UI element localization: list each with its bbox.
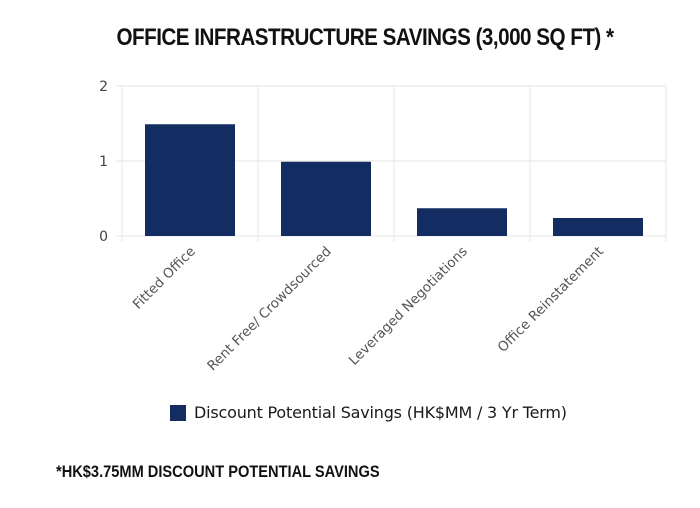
y-tick-label: 1 <box>99 154 108 170</box>
bar-chart: 0 1 2 Fitted Office Rent Free/ Crowdsourced… <box>99 79 667 375</box>
y-tick-label: 0 <box>99 229 108 245</box>
bar-fitted-office <box>145 124 235 236</box>
x-category-label: Office Reinstatement <box>495 244 607 356</box>
chart-title: OFFICE INFRASTRUCTURE SAVINGS (3,000 SQ … <box>116 24 614 51</box>
y-tick-label: 2 <box>99 79 108 95</box>
bars <box>145 124 643 236</box>
y-axis-ticks: 0 1 2 <box>99 79 108 245</box>
bar-office-reinstatement <box>553 218 643 236</box>
legend[interactable]: Discount Potential Savings (HK$MM / 3 Yr… <box>170 403 567 422</box>
legend-swatch <box>170 404 186 421</box>
bar-rent-free-crowdsourced <box>281 161 371 236</box>
legend-label: Discount Potential Savings (HK$MM / 3 Yr… <box>194 403 567 422</box>
footnote: *HK$3.75MM DISCOUNT POTENTIAL SAVINGS <box>56 462 380 481</box>
x-category-label: Fitted Office <box>130 244 199 313</box>
x-category-label: Rent Free/ Crowdsourced <box>204 244 335 375</box>
x-category-label: Leveraged Negotiations <box>346 244 471 369</box>
bar-leveraged-negotiations <box>417 208 507 236</box>
x-axis-labels: Fitted Office Rent Free/ Crowdsourced Leve… <box>130 244 607 375</box>
